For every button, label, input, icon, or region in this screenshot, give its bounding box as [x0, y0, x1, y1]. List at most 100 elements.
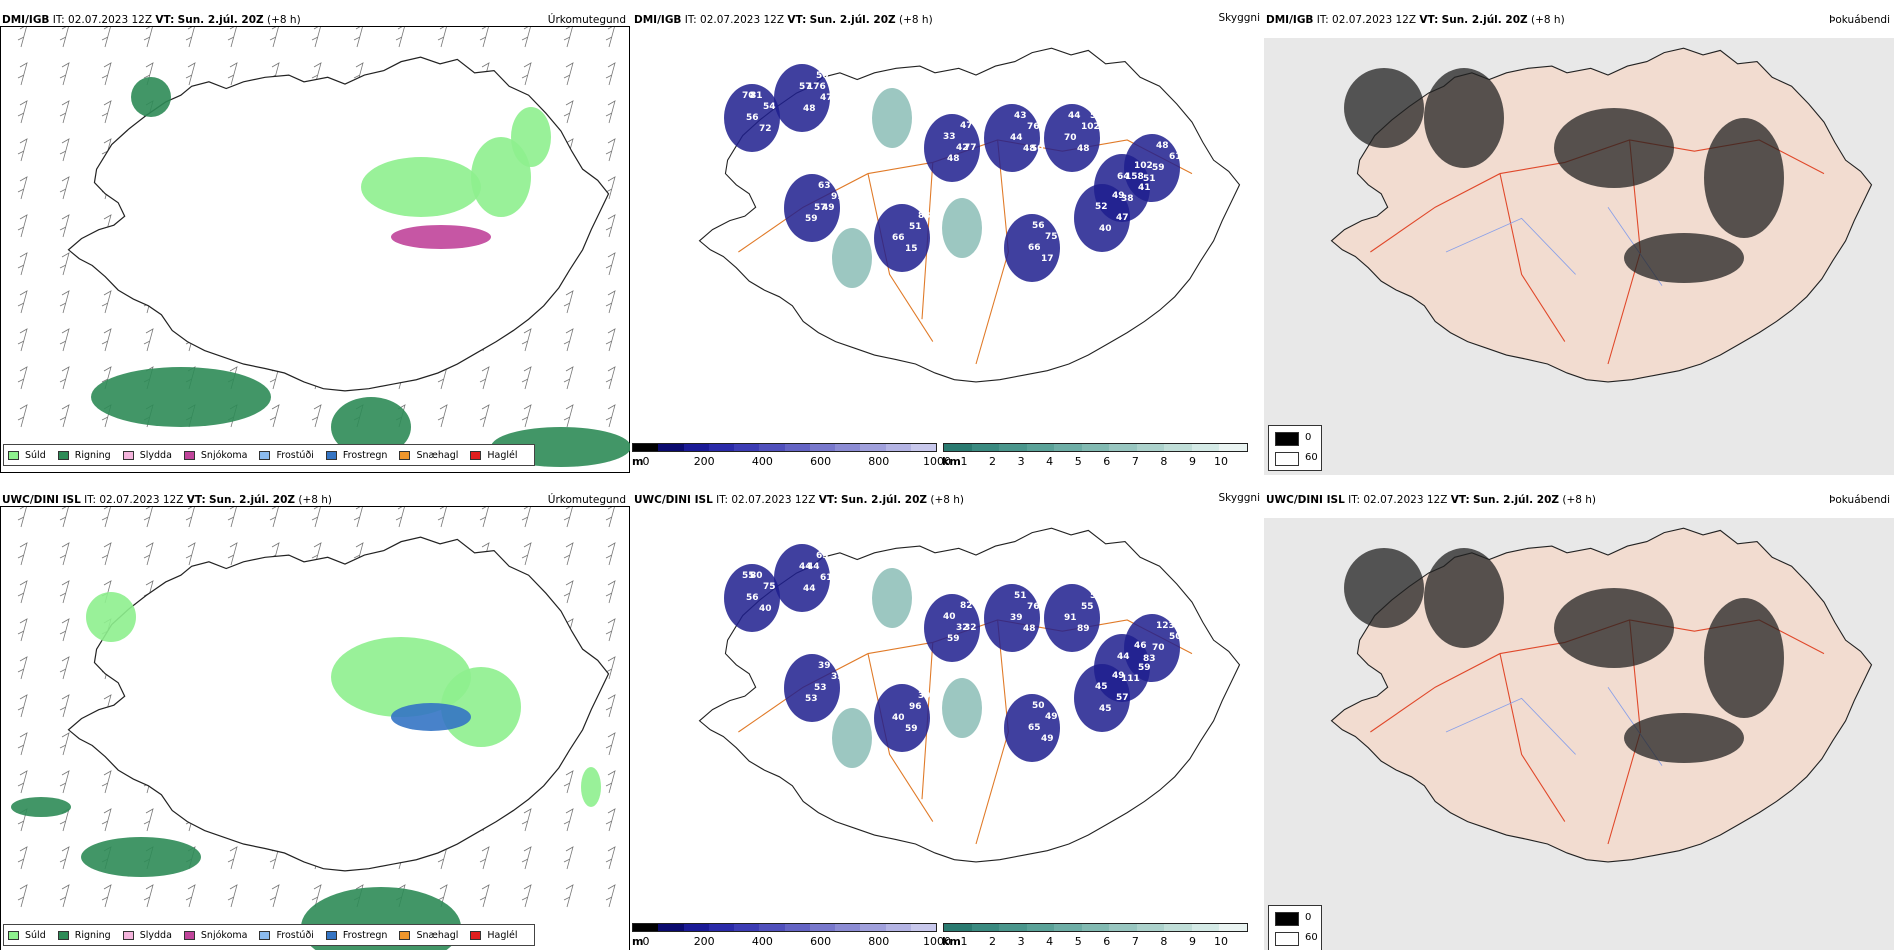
cloud-base-value: 57 [1116, 693, 1129, 703]
wind-barb [563, 884, 574, 908]
colorbar-tick: 1000 [923, 455, 951, 468]
cloud-base-value: 64 [1117, 172, 1130, 182]
wind-barb [395, 27, 405, 48]
wind-barb [563, 62, 574, 86]
legend-label: Frostregn [342, 449, 388, 461]
wind-barb [59, 884, 70, 908]
wind-barb [101, 27, 111, 48]
precip-area [471, 137, 531, 217]
wind-barb [143, 542, 154, 566]
colorbar-step [944, 444, 972, 451]
precip-area [11, 797, 71, 817]
wind-barb [17, 580, 28, 604]
wind-barb [101, 507, 111, 528]
precip-area [361, 157, 481, 217]
map-frame[interactable]: Súld Rigning Slydda Snjókoma Frostúði Frostre… [0, 26, 630, 473]
wind-barb [17, 214, 28, 238]
vt-value: Sun. 2.júl. 20Z [1441, 14, 1528, 26]
colorbar-tick: 7 [1131, 935, 1139, 948]
wind-barb [59, 507, 69, 528]
legend-label: Slydda [139, 929, 172, 941]
colorbar-step [1191, 444, 1220, 451]
wind-barb [311, 27, 321, 48]
legend-item: Haglél [470, 450, 518, 461]
cloud-base-area [1124, 614, 1180, 682]
cloud-base-value: 66 [892, 233, 905, 243]
colorbar-tick: 0 [642, 935, 650, 948]
colorbar-step [759, 924, 785, 931]
legend-label: Frostregn [342, 929, 388, 941]
cloud-base-value: 56 [1032, 221, 1045, 231]
fog-key-light-label: 60 [1305, 932, 1318, 943]
lead-time: (+8 h) [298, 494, 333, 506]
colorbar-tick: 4 [1046, 935, 1054, 948]
colorbar-tick: 9 [1188, 935, 1196, 948]
wind-barb [311, 542, 322, 566]
wind-barb [17, 694, 28, 718]
it-value: 02.07.2023 12Z [1363, 494, 1448, 506]
legend-label: Frostúði [276, 929, 314, 941]
cloud-base-value: 50 [816, 71, 829, 81]
cloud-base-value: 66 [1028, 243, 1041, 253]
wind-barb [59, 366, 70, 390]
wind-barb [605, 732, 616, 756]
wind-barb [605, 290, 616, 314]
colorbar-tick: 8 [1160, 455, 1168, 468]
legend-swatch [57, 930, 69, 940]
wind-barb [563, 580, 574, 604]
cloud-base-value: 54 [763, 102, 776, 112]
cloud-base-value: 44 [1068, 111, 1081, 121]
map-frame[interactable]: Súld Rigning Slydda Snjókoma Frostúði Frostre… [0, 506, 630, 950]
legend-swatch [183, 930, 195, 940]
precip-area [331, 397, 411, 457]
legend-swatch [325, 450, 337, 460]
visibility-area [832, 708, 872, 768]
colorbar-step [1219, 924, 1248, 931]
wind-barb [605, 27, 615, 48]
colorbar-step [885, 444, 911, 451]
cloud-base-value: 39 [818, 661, 831, 671]
cloud-base-area [1124, 134, 1180, 202]
colorbar-step [683, 444, 709, 451]
legend-item: Frostregn [325, 929, 388, 941]
cloud-base-colorbar [632, 923, 937, 932]
wind-barb [17, 138, 28, 162]
wind-barb [143, 328, 154, 352]
wind-barb [521, 366, 532, 390]
colorbars: 0 200 400 600 800 1000 m 1 2 3 4 5 6 7 8 9 10 km [632, 921, 1262, 950]
precip-area [511, 107, 551, 167]
wind-barb [17, 656, 28, 680]
legend-label: Súld [25, 929, 46, 941]
wind-barb [269, 884, 280, 908]
colorbar-tick: 7 [1131, 455, 1139, 468]
wind-barb [605, 328, 616, 352]
colorbar-step [885, 924, 911, 931]
colorbar-step [1164, 444, 1192, 451]
wind-barb [101, 100, 112, 124]
cloud-base-value: 43 [1014, 111, 1027, 121]
visibility-title: Skyggni [1218, 492, 1261, 504]
cloud-base-area [774, 544, 830, 612]
fog-key-light-label: 60 [1305, 452, 1318, 463]
colorbar-tick: 200 [693, 455, 715, 468]
precip-area [331, 637, 471, 717]
it-label: IT: [84, 494, 97, 506]
wind-barb [605, 214, 616, 238]
panel-fog-top: DMI/IGB IT: 02.07.2023 12Z VT: Sun. 2.jú… [1264, 10, 1894, 475]
panel-header: UWC/DINI ISL IT: 02.07.2023 12Z VT: Sun.… [634, 494, 1260, 510]
cloud-base-value: 59 [805, 214, 818, 224]
cloud-base-value: 50 [1031, 144, 1044, 154]
legend-item: Frostúði [259, 929, 314, 941]
legend-swatch [470, 930, 482, 940]
cloud-base-value: 46 [1134, 641, 1147, 651]
wind-barb [101, 542, 112, 566]
iceland-outline [67, 536, 610, 872]
wind-barb [521, 884, 532, 908]
cloud-base-area [984, 584, 1040, 652]
legend-item: Rigning [57, 450, 111, 461]
cloud-base-value: 82 [960, 601, 973, 611]
wind-barb [311, 507, 321, 528]
legend-swatch [259, 930, 271, 940]
fog-key-dark-swatch [1275, 912, 1299, 926]
